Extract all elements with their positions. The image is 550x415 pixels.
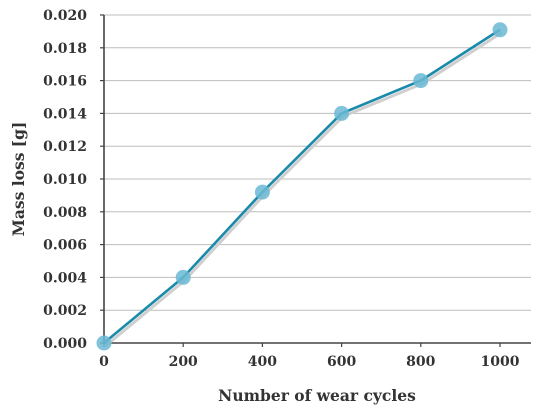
data-point <box>334 105 350 121</box>
x-tick-label: 400 <box>248 354 277 370</box>
points-layer <box>96 22 508 351</box>
series-layer <box>103 28 503 348</box>
y-tick-label: 0.020 <box>43 8 87 24</box>
y-ticks-layer: 0.000 0.002 0.004 0.006 0.008 0.010 0.012 0.014… <box>43 8 104 352</box>
x-tick-label: 1000 <box>481 354 520 370</box>
y-tick-label: 0.014 <box>43 106 87 122</box>
data-point <box>413 73 429 89</box>
y-tick-label: 0.018 <box>43 41 87 57</box>
x-tick-label: 0 <box>99 354 109 370</box>
series-line-shadow <box>104 31 503 348</box>
series-line <box>103 28 501 345</box>
y-tick-label: 0.008 <box>43 205 87 221</box>
y-tick-label: 0.016 <box>43 74 87 90</box>
y-tick-label: 0.000 <box>43 336 87 352</box>
grid-layer <box>104 14 531 311</box>
y-tick-label: 0.012 <box>43 139 87 155</box>
data-point <box>96 335 112 351</box>
x-tick-label: 600 <box>327 354 356 370</box>
y-tick-label: 0.002 <box>43 303 87 319</box>
data-point <box>175 269 191 285</box>
x-axis-title: Number of wear cycles <box>218 386 416 405</box>
x-ticks-layer: 0 200 400 600 800 1000 <box>99 343 520 370</box>
x-tick-label: 200 <box>169 354 198 370</box>
y-tick-label: 0.010 <box>43 172 87 188</box>
data-point <box>492 22 508 38</box>
y-tick-label: 0.004 <box>43 270 87 286</box>
y-axis-title: Mass loss [g] <box>9 122 28 237</box>
x-tick-label: 800 <box>406 354 435 370</box>
data-point <box>254 184 270 200</box>
y-tick-label: 0.006 <box>43 238 87 254</box>
